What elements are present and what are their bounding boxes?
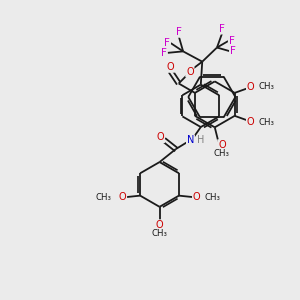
Text: F: F bbox=[230, 46, 236, 56]
Text: CH₃: CH₃ bbox=[258, 118, 274, 127]
Text: CH₃: CH₃ bbox=[152, 229, 168, 238]
Text: F: F bbox=[176, 27, 182, 37]
Text: F: F bbox=[164, 38, 170, 48]
Text: O: O bbox=[156, 220, 164, 230]
Text: O: O bbox=[247, 82, 254, 92]
Text: CH₃: CH₃ bbox=[96, 193, 112, 202]
Text: O: O bbox=[247, 117, 254, 127]
Text: N: N bbox=[187, 135, 194, 145]
Text: O: O bbox=[193, 192, 200, 202]
Text: CH₃: CH₃ bbox=[214, 149, 230, 158]
Text: F: F bbox=[229, 36, 235, 46]
Text: CH₃: CH₃ bbox=[258, 82, 274, 91]
Text: F: F bbox=[219, 24, 225, 34]
Text: H: H bbox=[197, 135, 204, 145]
Text: O: O bbox=[218, 140, 226, 150]
Text: O: O bbox=[167, 62, 174, 72]
Text: O: O bbox=[186, 67, 194, 77]
Text: O: O bbox=[157, 132, 164, 142]
Text: O: O bbox=[119, 192, 126, 202]
Text: CH₃: CH₃ bbox=[205, 193, 221, 202]
Text: F: F bbox=[161, 48, 167, 58]
